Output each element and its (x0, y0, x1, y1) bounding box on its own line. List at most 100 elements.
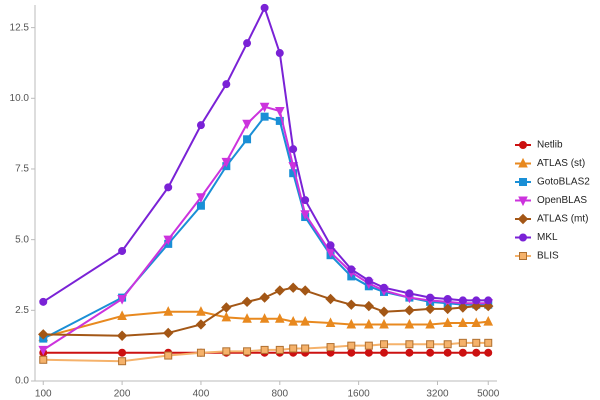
point (483, 300, 494, 312)
y-tick-label: 0.0 (15, 376, 29, 387)
point (196, 201, 205, 210)
legend-marker (518, 196, 528, 207)
point (196, 193, 206, 203)
point (484, 338, 493, 347)
point (196, 306, 206, 316)
x-tick-label: 1600 (348, 389, 371, 400)
point (426, 348, 435, 357)
y-tick-label: 2.5 (15, 305, 29, 316)
point (443, 348, 452, 357)
point (471, 300, 482, 312)
x-tick-label: 800 (271, 389, 288, 400)
point (458, 348, 467, 357)
point (326, 343, 335, 352)
point (300, 316, 310, 326)
point (347, 348, 356, 357)
legend-marker (517, 213, 529, 225)
point (288, 316, 298, 326)
legend-marker (518, 157, 528, 168)
series (38, 282, 494, 341)
point (117, 310, 127, 320)
y-tick-label: 5.0 (15, 234, 29, 245)
point (164, 183, 173, 192)
point (275, 49, 284, 58)
point (325, 293, 336, 305)
point (425, 318, 435, 329)
point (274, 313, 285, 323)
point (241, 296, 253, 308)
point (39, 297, 48, 306)
point (363, 300, 375, 312)
x-tick-label: 200 (114, 389, 131, 400)
point (299, 285, 311, 296)
point (195, 319, 207, 330)
point (260, 345, 269, 354)
point (301, 344, 310, 353)
point (242, 313, 252, 323)
point (405, 340, 414, 349)
line (42, 115, 489, 340)
point (346, 299, 357, 310)
point (484, 296, 493, 305)
point (260, 112, 269, 121)
point (472, 296, 481, 305)
point (380, 340, 389, 349)
point (364, 276, 373, 285)
point (300, 210, 310, 220)
point (118, 246, 127, 255)
y-tick-label: 10.0 (10, 93, 30, 104)
legend-marker (519, 141, 527, 149)
point (222, 80, 231, 89)
line (42, 105, 489, 351)
legend-marker (519, 178, 527, 186)
legend-label: GotoBLAS2 (537, 177, 590, 188)
series (38, 306, 494, 342)
point (289, 344, 298, 353)
point (442, 317, 453, 328)
point (117, 295, 127, 305)
point (347, 341, 356, 350)
series (39, 3, 493, 306)
point (274, 285, 285, 296)
point (259, 292, 270, 303)
legend-label: BLIS (537, 251, 559, 262)
legend-label: MKL (537, 232, 558, 243)
point (242, 119, 252, 130)
point (457, 302, 469, 313)
point (346, 318, 357, 329)
point (196, 121, 205, 130)
point (301, 196, 310, 205)
point (471, 317, 482, 328)
point (364, 318, 374, 329)
point (259, 313, 270, 323)
line (42, 5, 489, 303)
point (458, 338, 467, 347)
x-tick-label: 400 (193, 389, 210, 400)
point (379, 318, 389, 329)
point (275, 116, 284, 125)
point (426, 340, 435, 349)
point (405, 348, 414, 357)
point (443, 340, 452, 349)
point (378, 306, 390, 317)
point (404, 305, 415, 316)
point (404, 318, 415, 329)
point (38, 329, 49, 340)
point (325, 317, 336, 328)
point (380, 283, 389, 292)
point (405, 289, 414, 298)
point (458, 296, 467, 305)
point (289, 145, 298, 154)
point (288, 162, 298, 172)
point (221, 311, 232, 322)
point (347, 265, 356, 274)
point (163, 306, 174, 316)
point (243, 347, 252, 356)
point (38, 345, 49, 356)
legend-marker (519, 252, 527, 260)
legend-label: ATLAS (st) (537, 158, 585, 169)
point (196, 348, 205, 357)
point (260, 3, 269, 12)
point (163, 235, 174, 246)
